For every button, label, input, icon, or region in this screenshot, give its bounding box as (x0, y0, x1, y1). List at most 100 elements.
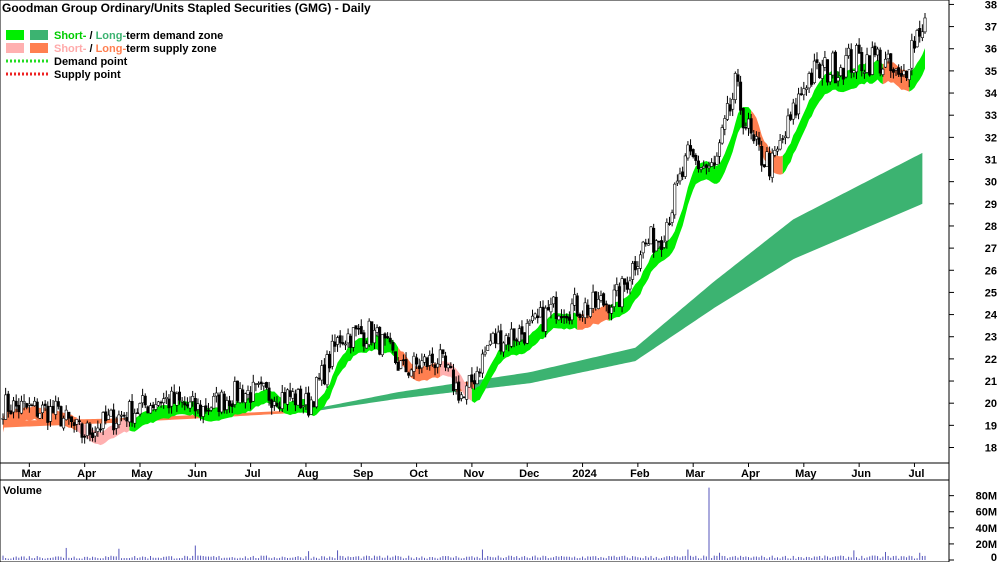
price-bar (135, 408, 139, 414)
price-bar (831, 50, 835, 79)
price-bar (665, 218, 669, 249)
price-bar (77, 415, 81, 426)
price-bar (41, 401, 45, 419)
price-bar (802, 81, 806, 101)
price-bar (370, 321, 374, 346)
price-bar (98, 423, 102, 433)
price-bar (494, 328, 498, 349)
price-bar (812, 53, 816, 85)
price-tick-label: 28 (985, 221, 997, 233)
price-bar (451, 363, 455, 396)
price-bar (312, 400, 316, 408)
date-tick-label: Mar (22, 468, 42, 480)
price-bar (638, 250, 642, 272)
price-bar (673, 182, 677, 219)
price-bar (739, 75, 743, 115)
price-bar (386, 332, 390, 340)
price-bar (299, 385, 303, 409)
date-tick-label: Mar (685, 468, 705, 480)
price-bar (378, 326, 382, 356)
price-bar (910, 33, 914, 76)
price-bar (623, 278, 627, 292)
date-tick-label: Sep (353, 468, 373, 480)
price-bar (51, 399, 55, 414)
price-bar (815, 52, 819, 70)
price-bar (533, 312, 537, 320)
price-bar (243, 392, 247, 409)
price-bar (857, 38, 861, 54)
price-bar (415, 353, 419, 370)
price-bar (241, 384, 245, 404)
price-bar (307, 386, 311, 418)
price-tick-label: 38 (985, 0, 997, 11)
price-bar (143, 393, 147, 409)
price-bar (570, 298, 574, 325)
legend-demand-zone-label: Short- / Long-term demand zone (54, 30, 223, 42)
price-bar (839, 64, 843, 78)
price-tick-label: 33 (985, 110, 997, 122)
price-bar (541, 300, 545, 333)
price-bar (172, 384, 176, 404)
price-bar (696, 155, 700, 173)
price-bar (114, 416, 118, 435)
price-tick-label: 18 (985, 442, 997, 454)
price-tick-label: 23 (985, 332, 997, 344)
price-bar (409, 368, 413, 377)
legend-supply-point-label: Supply point (54, 69, 121, 81)
price-bar (678, 167, 682, 185)
price-bar (820, 59, 824, 86)
price-bar (502, 341, 506, 357)
price-bar (525, 319, 529, 345)
price-bar (156, 400, 160, 407)
price-bar (770, 148, 774, 183)
price-tick-label: 31 (985, 155, 997, 167)
legend-supply-zone-label: Short- / Long-term supply zone (54, 43, 217, 55)
price-bar (823, 50, 827, 72)
price-bar (675, 174, 679, 186)
price-bar (9, 404, 13, 415)
price-bar (296, 387, 300, 406)
price-tick-label: 30 (985, 177, 997, 189)
price-bar (4, 387, 8, 420)
price-bar (588, 307, 592, 319)
volume-tick-label: 0 (991, 552, 997, 562)
price-tick-label: 20 (985, 398, 997, 410)
price-bar (652, 223, 656, 258)
price-bar (212, 392, 216, 409)
price-bar (620, 275, 624, 313)
date-tick-label: May (795, 468, 817, 480)
price-bar (528, 319, 532, 326)
price-bar (367, 318, 371, 348)
price-bar (873, 42, 877, 58)
price-bar (794, 97, 798, 119)
price-bar (807, 71, 811, 93)
price-bar (462, 396, 466, 399)
price-tick-label: 36 (985, 44, 997, 56)
price-bar (783, 131, 787, 145)
price-bar (394, 351, 398, 365)
price-bar (488, 333, 492, 347)
price-bar (470, 367, 474, 389)
volume-label: Volume (3, 485, 42, 497)
price-bar (109, 408, 113, 417)
price-bar (251, 374, 255, 402)
legend-short-demand-swatch (6, 30, 24, 40)
price-bar (338, 330, 342, 348)
price-bar (372, 324, 376, 350)
price-bar (262, 382, 266, 391)
price-axis: 18 19 20 21 22 23 24 25 26 27 28 29 30 31 32 33 34 35 36 37… (949, 0, 998, 454)
price-bar (728, 97, 732, 116)
price-bar (133, 408, 137, 428)
price-bar (230, 400, 234, 414)
price-bar (93, 426, 97, 443)
price-bar (536, 308, 540, 324)
price-bars (1, 12, 927, 444)
price-bar (881, 67, 885, 77)
price-bar (791, 98, 795, 125)
price-bar (544, 305, 548, 338)
price-bar (557, 315, 561, 321)
price-bar (283, 387, 287, 404)
short-term-demand-zone (471, 312, 578, 403)
price-bar (365, 340, 369, 349)
